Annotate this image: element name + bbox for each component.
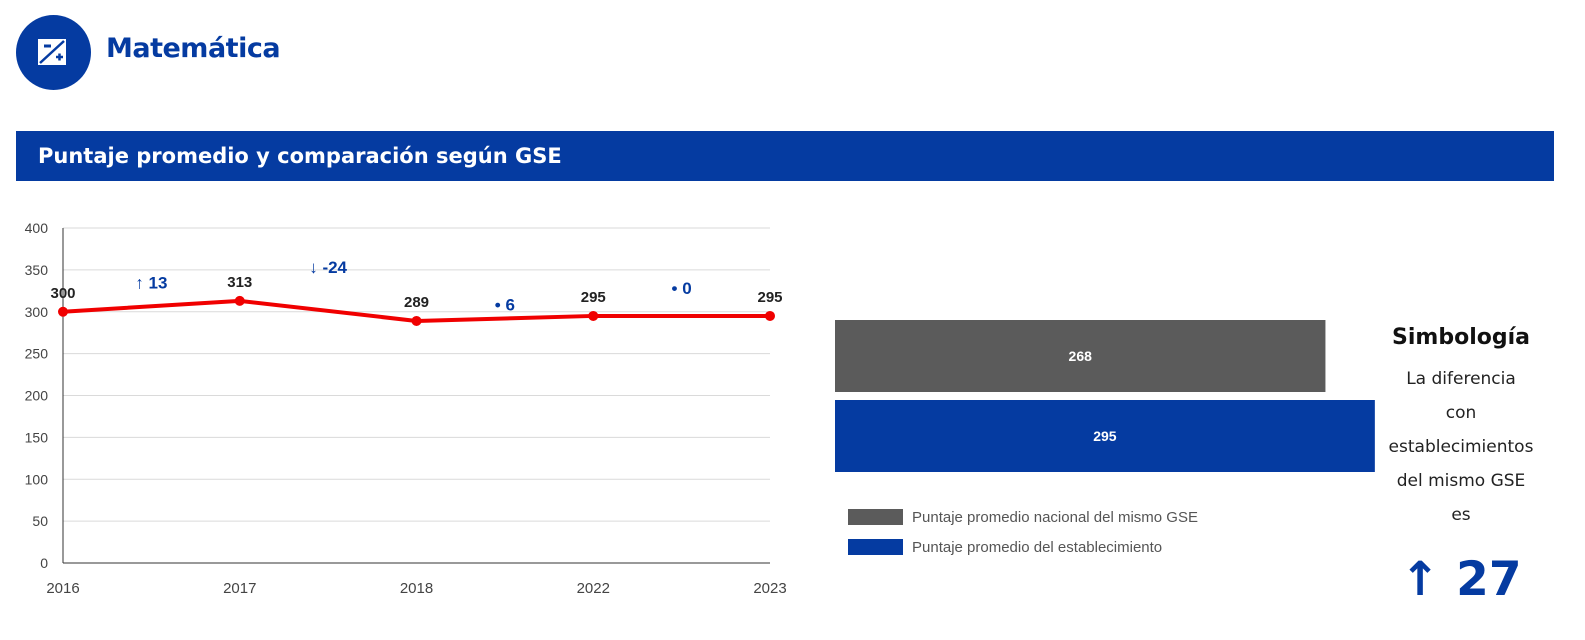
- bar: [835, 320, 1326, 392]
- bar: [835, 400, 1375, 472]
- difference-label: • 6: [495, 295, 515, 314]
- y-tick-label: 350: [25, 262, 49, 278]
- data-label: 289: [404, 294, 429, 311]
- difference-label: ↓ -24: [309, 258, 347, 277]
- gse-comparison-bar-chart: 268 295 Puntaje promedio nacional del mism…: [835, 320, 1375, 556]
- data-point: [588, 310, 599, 321]
- y-tick-label: 0: [40, 555, 48, 571]
- data-label: 313: [227, 274, 252, 291]
- simbologia-text: La diferencia con establecimientos del m…: [1380, 362, 1542, 532]
- legend-label: Puntaje promedio nacional del mismo GSE: [912, 509, 1198, 526]
- data-label: 295: [581, 289, 606, 306]
- section-title: Puntaje promedio y comparación según GSE: [38, 144, 562, 168]
- legend-label: Puntaje promedio del establecimiento: [912, 539, 1162, 556]
- y-tick-label: 300: [25, 304, 49, 320]
- y-tick-label: 150: [25, 429, 49, 445]
- data-label: 295: [757, 289, 782, 306]
- x-tick-label: 2016: [46, 580, 79, 597]
- x-tick-label: 2023: [753, 580, 786, 597]
- simbologia-line: establecimientos: [1388, 437, 1534, 457]
- math-icon: [38, 39, 66, 65]
- subject-title: Matemática: [106, 33, 281, 64]
- bar-label: 268: [1069, 348, 1093, 364]
- legend-swatch: [848, 509, 903, 525]
- simbologia-title: Simbología: [1392, 325, 1530, 350]
- simbologia-line: La diferencia: [1406, 369, 1516, 389]
- y-tick-label: 50: [32, 513, 48, 529]
- subject-icon: [16, 15, 91, 90]
- simbologia-panel: Simbología La diferencia con establecimi…: [1380, 325, 1542, 607]
- simbologia-line: del mismo GSE: [1396, 471, 1526, 491]
- data-label: 300: [50, 285, 75, 302]
- up-arrow-icon: ↑: [1400, 552, 1440, 607]
- simbologia-line: con: [1445, 403, 1477, 423]
- simbologia-line: es: [1451, 505, 1471, 525]
- y-tick-label: 200: [25, 388, 49, 404]
- x-tick-label: 2017: [223, 580, 256, 597]
- data-point: [234, 295, 245, 306]
- y-tick-label: 250: [25, 346, 49, 362]
- section-header: Puntaje promedio y comparación según GSE: [16, 131, 1554, 181]
- difference-value: ↑ 27: [1380, 552, 1542, 607]
- x-tick-label: 2018: [400, 580, 433, 597]
- y-tick-label: 400: [25, 220, 49, 236]
- data-point: [58, 306, 68, 317]
- y-tick-label: 100: [25, 471, 49, 487]
- difference-number: 27: [1456, 552, 1522, 607]
- difference-label: • 0: [672, 279, 692, 298]
- data-point: [411, 315, 422, 326]
- x-tick-label: 2022: [577, 580, 610, 597]
- difference-label: ↑ 13: [135, 273, 167, 292]
- legend-swatch: [848, 539, 903, 555]
- bar-label: 295: [1093, 428, 1117, 444]
- data-point: [765, 310, 775, 321]
